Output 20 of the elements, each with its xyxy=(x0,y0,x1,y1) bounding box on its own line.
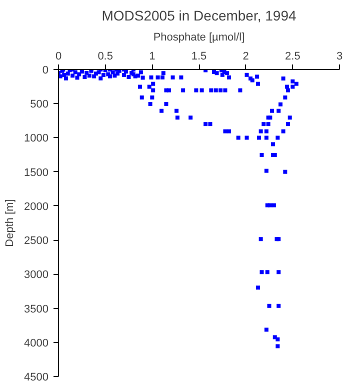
y-tick-label: 3000 xyxy=(24,269,49,282)
y-tick-label: 500 xyxy=(30,98,49,111)
y-tick-label: 0 xyxy=(42,64,49,76)
y-tick-label: 1000 xyxy=(24,132,49,145)
y-tick-label: 2500 xyxy=(24,235,49,248)
x-tick-label: 2 xyxy=(242,50,249,62)
y-tick-label: 2000 xyxy=(24,200,49,213)
chart-title: MODS2005 in December, 1994 xyxy=(102,8,296,24)
x-tick-label: 0.5 xyxy=(98,50,113,62)
y-tick-label: 1500 xyxy=(24,166,49,179)
y-tick-label: 3500 xyxy=(24,303,49,316)
x-tick-label: 3 xyxy=(336,50,343,62)
x-tick-label: 2.5 xyxy=(285,50,300,62)
x-tick-label: 1 xyxy=(149,50,156,62)
y-tick-label: 4000 xyxy=(24,337,49,350)
x-tick-label: 0 xyxy=(55,50,62,62)
y-tick-label: 4500 xyxy=(24,372,49,384)
y-axis-title: Depth [m] xyxy=(4,199,16,247)
x-axis-title: Phosphate [µmol/l] xyxy=(153,32,245,44)
x-tick-label: 1.5 xyxy=(191,50,207,62)
